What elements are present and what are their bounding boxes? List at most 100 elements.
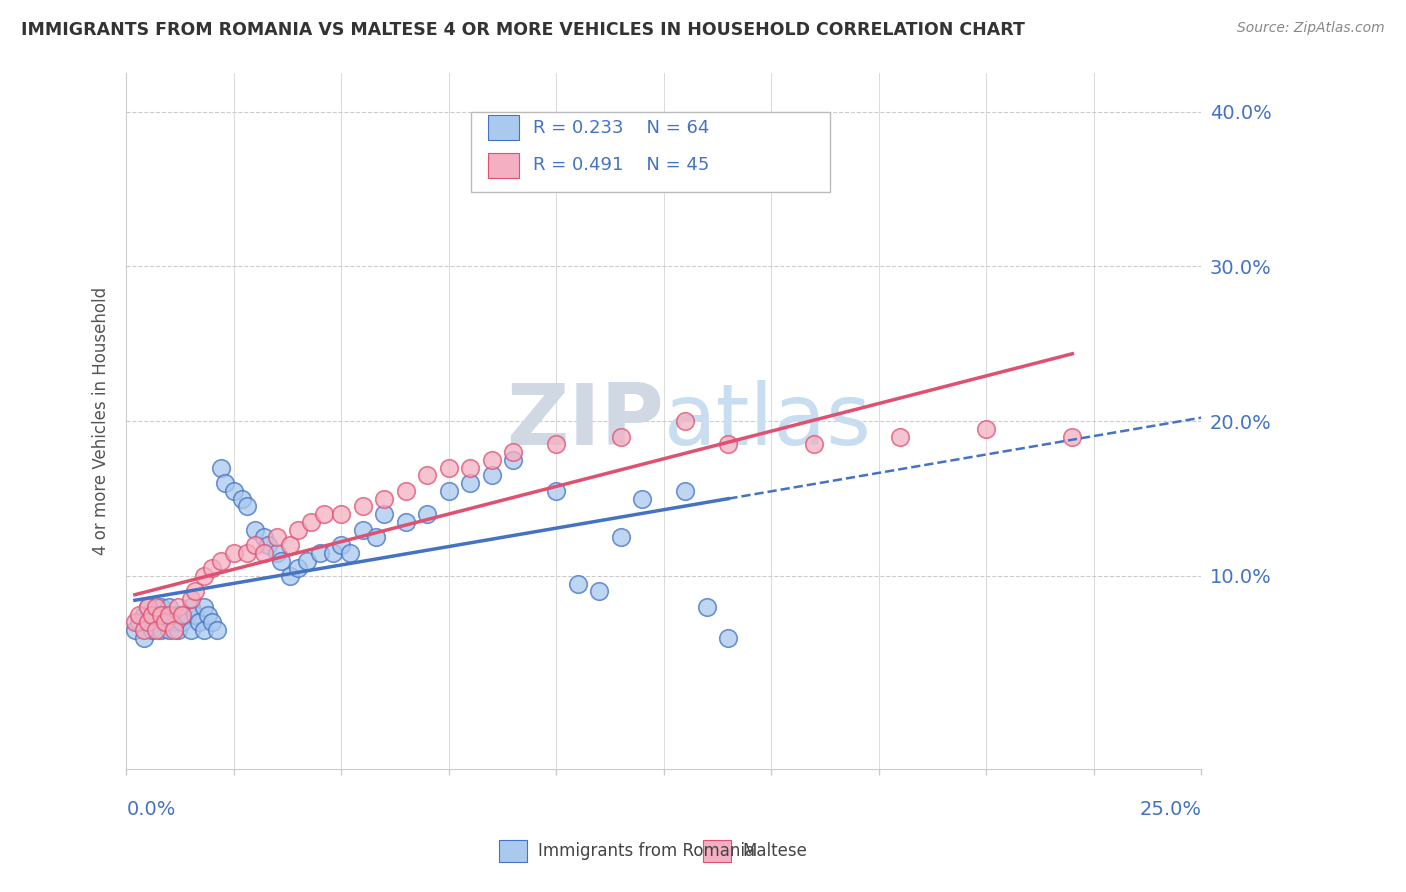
Point <box>437 483 460 498</box>
Point <box>201 615 224 630</box>
Point <box>266 546 288 560</box>
Point <box>1062 430 1084 444</box>
Point <box>124 615 146 630</box>
Point <box>149 623 172 637</box>
Text: Maltese: Maltese <box>742 842 807 860</box>
Text: IMMIGRANTS FROM ROMANIA VS MALTESE 4 OR MORE VEHICLES IN HOUSEHOLD CORRELATION C: IMMIGRANTS FROM ROMANIA VS MALTESE 4 OR … <box>21 21 1025 39</box>
Point <box>481 468 503 483</box>
Point <box>197 607 219 622</box>
Point <box>330 538 353 552</box>
Point <box>145 607 167 622</box>
Point <box>976 422 998 436</box>
Point <box>201 561 224 575</box>
Point <box>136 599 159 614</box>
Point <box>188 615 211 630</box>
Point <box>257 538 280 552</box>
Point <box>314 507 336 521</box>
Point <box>416 468 439 483</box>
Point <box>172 607 194 622</box>
Point <box>132 623 155 637</box>
Point <box>209 460 232 475</box>
Point <box>373 491 395 506</box>
Point <box>308 546 330 560</box>
Point <box>157 623 180 637</box>
Point <box>803 437 825 451</box>
Point <box>141 623 163 637</box>
Point <box>162 623 184 637</box>
Point <box>172 615 194 630</box>
Point <box>253 530 276 544</box>
Point <box>889 430 911 444</box>
Point <box>136 599 159 614</box>
Point <box>145 623 167 637</box>
Point <box>460 460 482 475</box>
Point <box>145 599 167 614</box>
Point <box>245 538 267 552</box>
Point <box>266 530 288 544</box>
Point <box>373 507 395 521</box>
Text: 0.0%: 0.0% <box>127 800 176 819</box>
Point <box>502 453 524 467</box>
Point <box>717 631 740 645</box>
Y-axis label: 4 or more Vehicles in Household: 4 or more Vehicles in Household <box>93 287 110 556</box>
Point <box>209 553 232 567</box>
Point <box>546 483 568 498</box>
Point <box>330 507 353 521</box>
Point <box>502 445 524 459</box>
Point <box>132 607 155 622</box>
Point <box>153 607 176 622</box>
Text: Immigrants from Romania: Immigrants from Romania <box>538 842 755 860</box>
Text: 25.0%: 25.0% <box>1139 800 1201 819</box>
Point <box>270 553 292 567</box>
Point <box>481 453 503 467</box>
Point <box>364 530 387 544</box>
Point <box>153 615 176 630</box>
Point <box>124 623 146 637</box>
Point <box>222 483 245 498</box>
Point <box>610 530 633 544</box>
Point <box>245 523 267 537</box>
Point <box>128 615 150 630</box>
Point <box>696 599 718 614</box>
Point <box>141 607 163 622</box>
Point <box>157 599 180 614</box>
Text: Source: ZipAtlas.com: Source: ZipAtlas.com <box>1237 21 1385 36</box>
Point <box>184 584 207 599</box>
Point <box>180 623 202 637</box>
Point <box>222 546 245 560</box>
Point <box>299 515 322 529</box>
Point <box>567 576 589 591</box>
Point <box>253 546 276 560</box>
Point <box>235 500 257 514</box>
Point <box>235 546 257 560</box>
Point <box>546 437 568 451</box>
Point <box>460 476 482 491</box>
Point <box>167 599 190 614</box>
Point <box>673 414 696 428</box>
Point <box>145 615 167 630</box>
Point <box>136 615 159 630</box>
Point <box>193 599 215 614</box>
Point <box>149 599 172 614</box>
Point <box>176 607 198 622</box>
Point <box>184 607 207 622</box>
Text: ZIP: ZIP <box>506 380 664 463</box>
Point <box>395 515 418 529</box>
Point <box>136 615 159 630</box>
Point <box>437 460 460 475</box>
Point <box>717 437 740 451</box>
Point <box>631 491 654 506</box>
Point <box>352 500 374 514</box>
Point <box>193 623 215 637</box>
Point <box>132 631 155 645</box>
Text: R = 0.491    N = 45: R = 0.491 N = 45 <box>533 156 709 174</box>
Point <box>278 538 301 552</box>
Text: R = 0.233    N = 64: R = 0.233 N = 64 <box>533 119 709 136</box>
Point <box>395 483 418 498</box>
Point <box>588 584 610 599</box>
Point <box>673 483 696 498</box>
Point <box>278 569 301 583</box>
Point <box>322 546 344 560</box>
Point <box>141 607 163 622</box>
Point <box>180 592 202 607</box>
